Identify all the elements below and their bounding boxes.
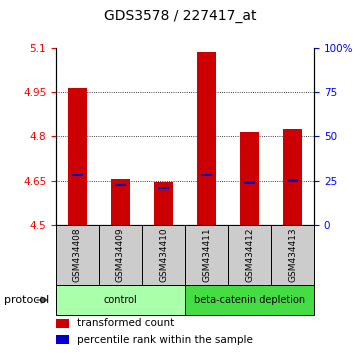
Text: GSM434413: GSM434413 <box>288 228 297 282</box>
Text: control: control <box>104 295 137 305</box>
Text: GSM434409: GSM434409 <box>116 228 125 282</box>
Bar <box>154 182 173 225</box>
Bar <box>56 225 99 285</box>
Bar <box>56 336 69 344</box>
Bar <box>283 129 302 225</box>
Bar <box>115 184 126 186</box>
Text: GSM434412: GSM434412 <box>245 228 254 282</box>
Text: transformed count: transformed count <box>77 318 174 329</box>
Bar <box>111 179 130 225</box>
Text: GSM434410: GSM434410 <box>159 228 168 282</box>
Bar <box>197 52 216 225</box>
Text: GDS3578 / 227417_at: GDS3578 / 227417_at <box>104 9 257 23</box>
Text: percentile rank within the sample: percentile rank within the sample <box>77 335 252 345</box>
Bar <box>56 319 69 328</box>
Bar <box>56 285 185 315</box>
Bar <box>185 285 314 315</box>
Bar <box>201 174 212 176</box>
Bar <box>240 132 259 225</box>
Bar <box>142 225 185 285</box>
Bar <box>244 182 255 184</box>
Bar <box>228 225 271 285</box>
Bar <box>68 88 87 225</box>
Bar <box>185 225 228 285</box>
Text: GSM434411: GSM434411 <box>202 228 211 282</box>
Bar <box>158 187 169 189</box>
Bar <box>72 174 83 176</box>
Bar <box>99 225 142 285</box>
Text: beta-catenin depletion: beta-catenin depletion <box>194 295 305 305</box>
Bar <box>287 179 298 182</box>
Text: GSM434408: GSM434408 <box>73 228 82 282</box>
Bar <box>271 225 314 285</box>
Text: protocol: protocol <box>4 295 49 305</box>
